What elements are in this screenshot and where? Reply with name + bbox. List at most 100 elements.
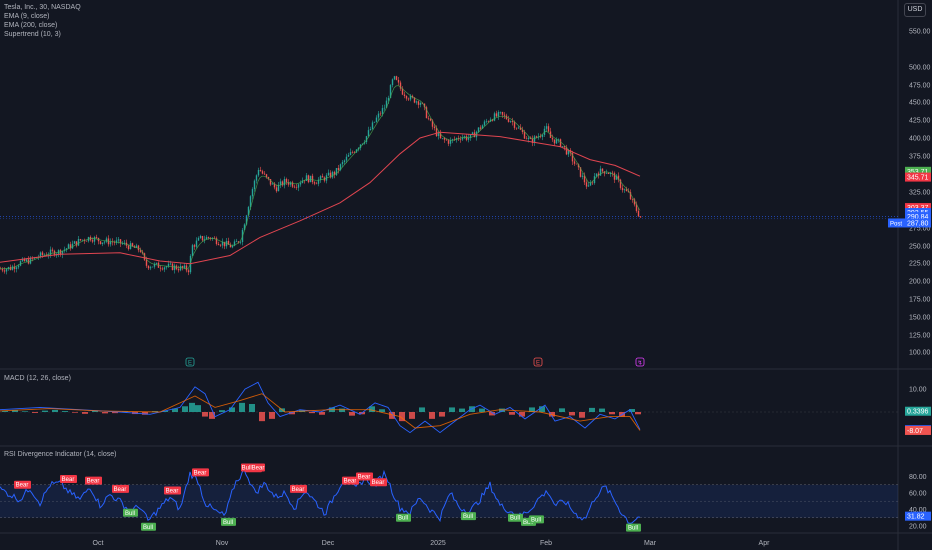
price-label: 345.71 xyxy=(907,175,929,182)
candle-body xyxy=(205,237,208,240)
candle-body xyxy=(621,187,624,191)
candle-body xyxy=(81,239,84,241)
candle-body xyxy=(341,162,344,165)
price-tick-label: 275.00 xyxy=(909,226,931,233)
macd-histogram-bar xyxy=(82,412,88,414)
ema9-legend[interactable]: EMA (9, close) xyxy=(4,13,50,20)
candle-body xyxy=(639,216,642,218)
candle-body xyxy=(331,171,334,178)
price-tick-label: 125.00 xyxy=(909,333,931,340)
price-tick-label: 425.00 xyxy=(909,118,931,125)
macd-histogram-bar xyxy=(202,412,208,417)
candle-body xyxy=(431,120,434,127)
candle-body xyxy=(79,239,82,241)
candle-body xyxy=(517,127,520,129)
candle-body xyxy=(429,118,432,121)
candle-body xyxy=(451,139,454,141)
candle-body xyxy=(579,167,582,177)
candle-body xyxy=(261,171,264,174)
candle-body xyxy=(425,107,428,119)
candle-body xyxy=(151,266,154,268)
bear-divergence-label: Bear xyxy=(16,483,29,489)
candle-body xyxy=(623,189,626,191)
candle-body xyxy=(21,258,24,262)
bear-divergence-tag xyxy=(342,476,359,485)
candle-body xyxy=(23,258,26,262)
candle-body xyxy=(285,178,288,183)
bull-divergence-tag xyxy=(141,522,156,531)
candle-body xyxy=(39,252,42,258)
bear-divergence-label: Bear xyxy=(114,487,127,493)
macd-histogram-bar xyxy=(2,410,8,412)
candle-body xyxy=(219,244,222,246)
candle-body xyxy=(109,241,112,245)
rsi-legend[interactable]: RSI Divergence Indicator (14, close) xyxy=(4,451,117,458)
candle-body xyxy=(503,114,506,116)
candle-body xyxy=(233,241,236,246)
macd-histogram-bar xyxy=(52,409,58,412)
ema200-legend[interactable]: EMA (200, close) xyxy=(4,22,58,29)
candle-body xyxy=(535,136,538,138)
macd-legend[interactable]: MACD (12, 26, close) xyxy=(4,375,71,382)
candle-body xyxy=(281,181,284,186)
candle-body xyxy=(91,240,94,242)
candle-body xyxy=(217,243,220,245)
candle-body xyxy=(385,100,388,108)
bear-divergence-tag xyxy=(290,484,307,493)
candle-body xyxy=(599,168,602,176)
candle-body xyxy=(455,138,458,140)
candle-body xyxy=(147,265,150,269)
time-tick-label: Nov xyxy=(216,540,229,547)
candle-body xyxy=(287,182,290,185)
candle-body xyxy=(493,113,496,121)
candle-body xyxy=(253,180,256,190)
candle-body xyxy=(523,132,526,139)
price-tick-label: 375.00 xyxy=(909,154,931,161)
candle-body xyxy=(71,243,74,249)
symbol-title[interactable]: Tesla, Inc., 30, NASDAQ xyxy=(4,4,81,11)
macd-histogram-bar xyxy=(189,402,195,412)
candle-body xyxy=(61,250,64,255)
candle-body xyxy=(203,239,206,241)
time-tick-label: Apr xyxy=(759,540,771,547)
candle-body xyxy=(299,183,302,185)
candle-body xyxy=(165,266,168,268)
candle-body xyxy=(479,127,482,129)
candle-body xyxy=(113,242,116,243)
macd-histogram-bar xyxy=(72,412,78,413)
candle-body xyxy=(65,248,68,250)
candle-body xyxy=(477,127,480,132)
candle-body xyxy=(301,180,304,184)
price-label-bg xyxy=(905,172,931,182)
candle-body xyxy=(111,241,114,243)
candle-body xyxy=(333,171,336,175)
rsi-value-label: 31.82 xyxy=(907,514,925,521)
macd-histogram-bar xyxy=(32,412,38,413)
candle-body xyxy=(513,122,516,128)
supertrend-legend[interactable]: Supertrend (10, 3) xyxy=(4,31,61,38)
macd-value-label: -8.07 xyxy=(907,428,923,435)
candle-body xyxy=(119,239,122,244)
candle-body xyxy=(453,139,456,140)
macd-histogram-bar xyxy=(489,412,495,416)
price-tick-label: 200.00 xyxy=(909,279,931,286)
currency-button[interactable]: USD xyxy=(904,3,926,17)
macd-histogram-bar xyxy=(569,412,575,416)
candle-body xyxy=(273,183,276,188)
candle-body xyxy=(277,184,280,192)
bear-divergence-label: Bear xyxy=(166,488,179,494)
candle-body xyxy=(409,95,412,100)
candle-body xyxy=(329,172,332,178)
candle-body xyxy=(589,182,592,186)
candle-body xyxy=(627,191,630,193)
price-tick-label: 325.00 xyxy=(909,190,931,197)
candle-body xyxy=(183,265,186,268)
bear-divergence-tag xyxy=(112,484,129,493)
macd-histogram-bar xyxy=(259,412,265,422)
macd-histogram-bar xyxy=(629,409,635,412)
candle-body xyxy=(121,243,124,245)
bull-divergence-tag xyxy=(529,515,544,524)
macd-histogram-bar xyxy=(112,412,118,414)
bull-divergence-label: Bull xyxy=(463,514,473,520)
